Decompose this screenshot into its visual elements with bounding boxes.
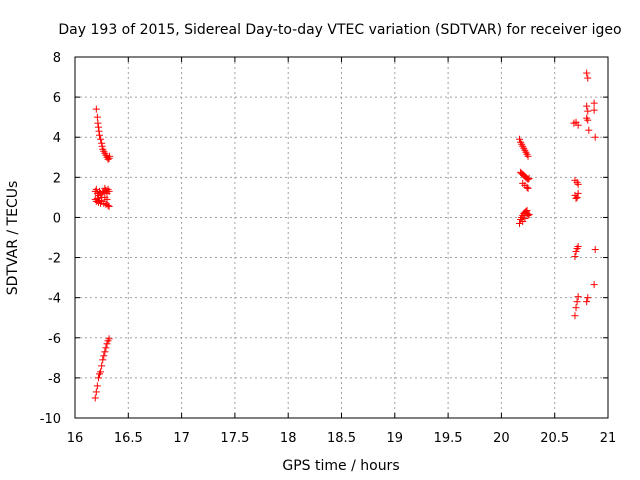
data-point (91, 394, 99, 402)
data-point (94, 374, 102, 382)
data-point (571, 253, 579, 261)
data-point (574, 180, 582, 188)
x-tick-label: 19 (387, 431, 404, 446)
y-tick-label: 2 (53, 171, 61, 186)
chart-title: Day 193 of 2015, Sidereal Day-to-day VTE… (58, 22, 621, 38)
data-point (516, 135, 524, 143)
data-point (92, 388, 100, 396)
data-point (94, 123, 102, 131)
y-tick-label: -8 (48, 372, 61, 387)
y-tick-label: -10 (40, 412, 61, 427)
data-point (583, 69, 591, 77)
data-point (574, 243, 582, 251)
data-point (590, 106, 598, 114)
data-point (525, 174, 533, 182)
grid (75, 57, 608, 418)
data-point (584, 294, 592, 302)
data-point (572, 194, 580, 202)
x-tick-label: 20.5 (540, 431, 569, 446)
data-point (98, 362, 106, 370)
y-tick-label: -6 (48, 332, 61, 347)
y-axis-title: SDTVAR / TECUs (5, 181, 21, 296)
data-point (591, 133, 599, 141)
x-tick-label: 17 (173, 431, 190, 446)
data-point (584, 116, 592, 124)
data-point (524, 152, 532, 160)
data-point (105, 335, 113, 343)
data-point (95, 127, 103, 135)
data-point (99, 356, 107, 364)
data-point (104, 201, 112, 209)
data-point (105, 187, 113, 195)
data-point (98, 142, 106, 150)
data-point (98, 139, 106, 147)
y-tick-label: 6 (53, 91, 61, 106)
data-point (590, 99, 598, 107)
data-point (584, 74, 592, 82)
x-tick-label: 18.5 (327, 431, 356, 446)
data-point (94, 119, 102, 127)
axis-ticks: 16 16.5 17 17.5 18 18.5 19 19.5 20 20.5 21-10-8-6-… (40, 51, 617, 446)
data-point (583, 298, 591, 306)
data-point (523, 183, 531, 191)
data-point (525, 210, 533, 218)
data-point (583, 102, 591, 110)
data-point (96, 131, 104, 139)
y-tick-label: 0 (53, 211, 61, 226)
data-point (93, 382, 101, 390)
data-point (573, 298, 581, 306)
data-point (524, 184, 532, 192)
x-tick-label: 16 (67, 431, 84, 446)
data-point (572, 248, 580, 256)
x-tick-label: 18 (280, 431, 297, 446)
data-point (572, 304, 580, 312)
data-point (100, 352, 108, 360)
data-point (571, 312, 579, 320)
data-points (91, 69, 599, 402)
data-point (524, 211, 532, 219)
x-tick-label: 20 (493, 431, 510, 446)
data-point (584, 107, 592, 115)
data-point (591, 246, 599, 254)
y-tick-label: 4 (53, 131, 61, 146)
data-point (93, 113, 101, 121)
data-point (105, 202, 113, 210)
y-tick-label: 8 (53, 51, 61, 66)
y-tick-label: -2 (48, 252, 61, 267)
x-tick-label: 16.5 (114, 431, 143, 446)
data-point (590, 281, 598, 289)
x-tick-label: 19.5 (434, 431, 463, 446)
data-point (97, 135, 105, 143)
x-tick-label: 17.5 (220, 431, 249, 446)
data-point (523, 206, 531, 214)
data-point (574, 189, 582, 197)
x-axis-title: GPS time / hours (282, 458, 399, 474)
data-point (101, 348, 109, 356)
data-point (585, 126, 593, 134)
data-point (574, 293, 582, 301)
y-tick-label: -4 (48, 292, 61, 307)
x-tick-label: 21 (600, 431, 617, 446)
data-point (101, 193, 109, 201)
data-point (104, 155, 112, 163)
data-point (92, 105, 100, 113)
data-point (106, 152, 114, 160)
data-point (102, 344, 110, 352)
data-point (521, 214, 529, 222)
data-point (573, 193, 581, 201)
data-point (97, 368, 105, 376)
data-point (574, 121, 582, 129)
data-point (524, 175, 532, 183)
data-point (103, 340, 111, 348)
